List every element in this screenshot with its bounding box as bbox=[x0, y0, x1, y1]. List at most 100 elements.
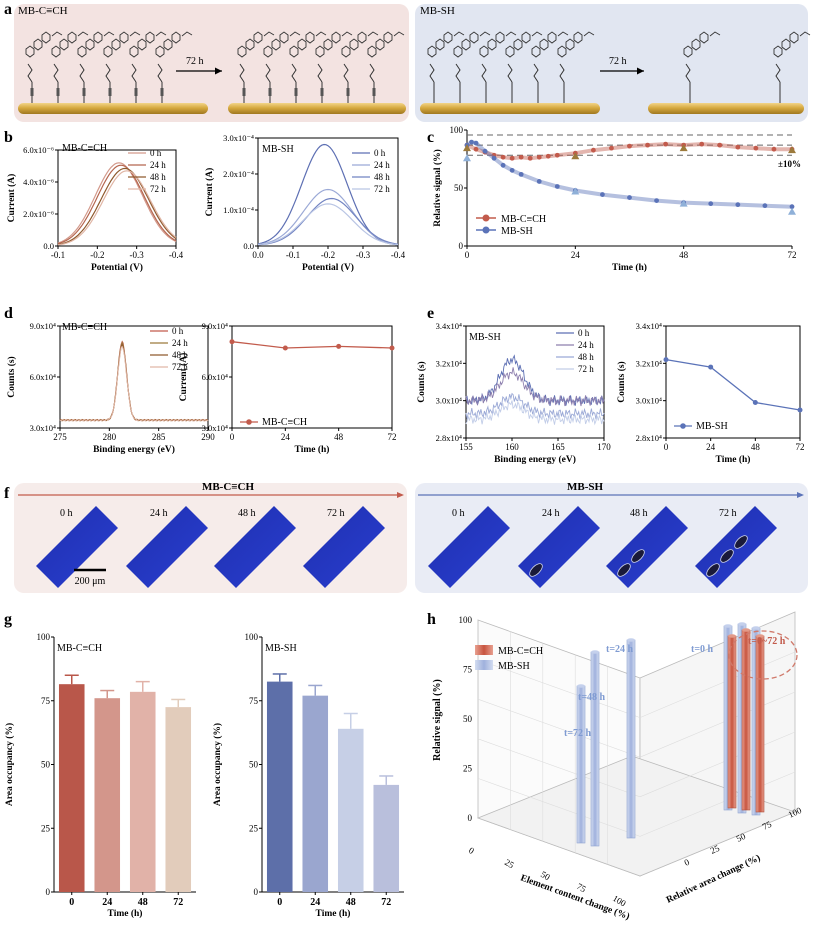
time-label: 72 h bbox=[719, 508, 737, 519]
y-tick-label: 1.0x10⁻⁴ bbox=[223, 205, 254, 215]
x-tick-label: 72 bbox=[388, 432, 397, 442]
x-tick-label: 275 bbox=[53, 432, 67, 442]
ring bbox=[119, 31, 129, 44]
alkyne-bond bbox=[346, 88, 350, 96]
y-tick-label: 3.0x10⁴ bbox=[202, 423, 228, 433]
bar bbox=[94, 698, 121, 892]
ring bbox=[461, 38, 471, 51]
bar bbox=[58, 684, 85, 892]
time-label: 48 h bbox=[238, 508, 256, 519]
defect-region bbox=[529, 563, 543, 577]
amine-group bbox=[289, 31, 301, 37]
data-point bbox=[536, 154, 542, 160]
y-tick-label: 50 bbox=[41, 760, 51, 770]
y-tick-label: 2.8x10⁴ bbox=[436, 433, 462, 443]
amine-group bbox=[367, 31, 379, 37]
x-axis-label: Time (h) bbox=[295, 444, 330, 455]
linker-chain bbox=[317, 63, 323, 83]
bar-pillar bbox=[741, 629, 751, 811]
linker-chain bbox=[53, 63, 59, 83]
ring bbox=[367, 45, 377, 58]
series-line bbox=[465, 367, 605, 407]
x-tick-label: -0.3 bbox=[130, 250, 145, 260]
legend-label: 0 h bbox=[172, 326, 184, 336]
x-tick-label: 0.0 bbox=[252, 250, 264, 260]
panel-a-right-label: MB-SH bbox=[420, 5, 455, 17]
molecule-structures bbox=[25, 31, 811, 103]
ring bbox=[443, 31, 453, 44]
ring bbox=[383, 31, 393, 44]
y-axis-label: Current (A) bbox=[204, 168, 215, 217]
bar-cap bbox=[724, 624, 732, 628]
x-tick-label: 24 bbox=[281, 432, 291, 442]
y-tick-label: 50 bbox=[463, 714, 473, 724]
defect-region bbox=[720, 549, 734, 563]
amine-group bbox=[51, 31, 63, 37]
linker-chain bbox=[481, 63, 487, 83]
x-axis-label: Binding energy (eV) bbox=[494, 454, 576, 465]
amine-group bbox=[505, 31, 517, 37]
linker-chain bbox=[429, 63, 435, 83]
y-tick-label: 0 bbox=[46, 887, 51, 897]
ring bbox=[505, 45, 515, 58]
x-tick-label: -0.1 bbox=[286, 250, 300, 260]
series-line bbox=[57, 162, 177, 244]
ring bbox=[297, 38, 307, 51]
ring bbox=[145, 31, 155, 44]
y-tick-label: 3.2x10⁴ bbox=[436, 358, 462, 368]
x-tick-label: 0 bbox=[664, 442, 669, 452]
bar-cap bbox=[728, 634, 736, 638]
bar bbox=[337, 728, 364, 892]
data-point bbox=[699, 141, 705, 147]
plot-frame bbox=[665, 325, 801, 439]
annotation: t=48 h bbox=[578, 692, 606, 703]
annotation: t=72 h bbox=[564, 728, 592, 739]
series-line bbox=[57, 170, 177, 246]
x-tick-label: 0 bbox=[230, 432, 235, 442]
y-tick-label: 9.0x10⁴ bbox=[30, 321, 56, 331]
f-left-arrow-head bbox=[397, 492, 404, 498]
fluorescence-image bbox=[303, 506, 385, 588]
time-label: 48 h bbox=[630, 508, 648, 519]
panel-letter-a: a bbox=[4, 1, 12, 18]
bar-cap bbox=[577, 684, 585, 688]
f-right-title: MB-SH bbox=[567, 481, 604, 493]
x-tick-label: 48 bbox=[334, 432, 344, 442]
series-line bbox=[257, 197, 399, 246]
x-axis-label: Time (h) bbox=[716, 454, 751, 465]
panel-letter-c: c bbox=[427, 129, 434, 146]
x-tick-label: 290 bbox=[201, 432, 215, 442]
amine-group bbox=[393, 31, 405, 37]
y-tick-label: 25 bbox=[249, 823, 259, 833]
linker-chain bbox=[775, 63, 781, 83]
data-point bbox=[762, 203, 768, 209]
amine-group bbox=[531, 31, 543, 37]
bar bbox=[129, 691, 156, 892]
electrode-rod bbox=[228, 103, 406, 114]
data-point bbox=[509, 155, 515, 161]
ring bbox=[289, 45, 299, 58]
chart-annotation: MB-C≡CH bbox=[62, 143, 107, 154]
series-line bbox=[231, 341, 393, 349]
ring bbox=[137, 38, 147, 51]
data-point bbox=[482, 148, 488, 154]
series-line bbox=[257, 203, 399, 246]
x-tick-label: 0 bbox=[465, 250, 470, 260]
data-point bbox=[229, 339, 235, 345]
alkyne-bond bbox=[108, 88, 112, 96]
series-line bbox=[665, 358, 801, 411]
data-point bbox=[708, 364, 714, 370]
time-label: 24 h bbox=[150, 508, 168, 519]
ring bbox=[33, 38, 43, 51]
ring bbox=[565, 38, 575, 51]
y-tick-label: 75 bbox=[41, 696, 51, 706]
triangle-marker bbox=[463, 154, 471, 162]
alkyne-bond bbox=[372, 88, 376, 96]
fluorescence-image bbox=[126, 506, 208, 588]
highlight-ellipse bbox=[728, 630, 798, 680]
y-tick-label: 100 bbox=[450, 125, 464, 135]
x-tick-label: 25 bbox=[503, 857, 516, 870]
scale-label: 200 μm bbox=[75, 576, 106, 587]
ring bbox=[171, 31, 181, 44]
x-tick-label: 0 bbox=[69, 897, 74, 908]
